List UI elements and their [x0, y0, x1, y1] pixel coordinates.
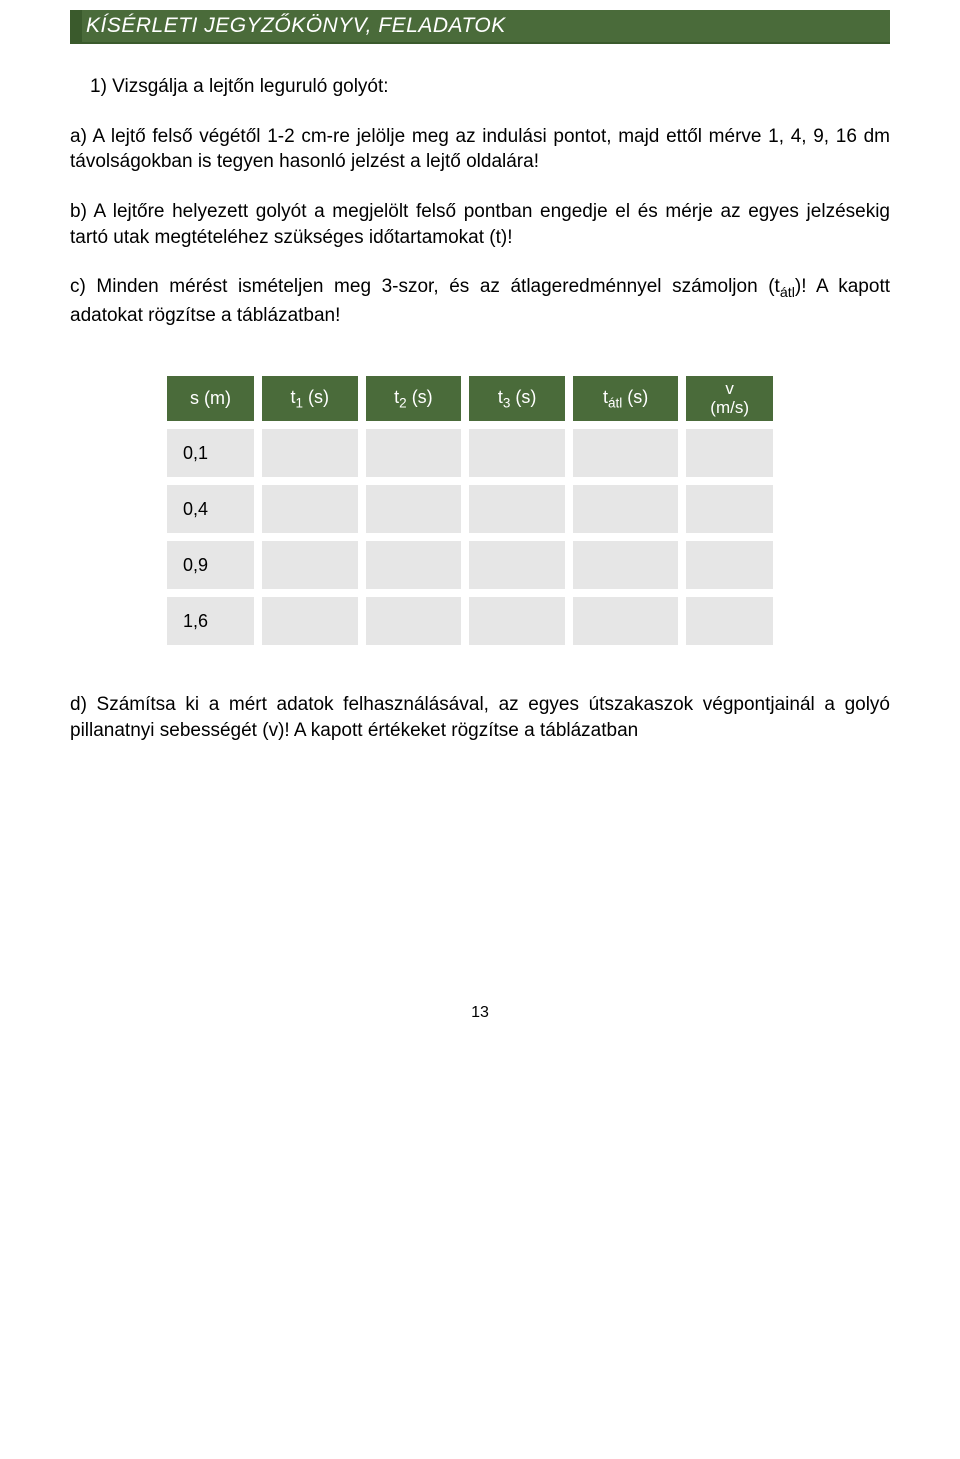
- cell-v: [685, 484, 774, 534]
- cell-t1: [261, 428, 359, 478]
- table-row: 0,9: [166, 540, 774, 590]
- table-row: 0,1: [166, 428, 774, 478]
- cell-v: [685, 540, 774, 590]
- table-row: 0,4: [166, 484, 774, 534]
- page-number: 13: [70, 1004, 890, 1022]
- cell-t1: [261, 540, 359, 590]
- cell-v: [685, 428, 774, 478]
- task-c-sub: átl: [780, 285, 795, 301]
- data-table: s (m) t1 (s) t2 (s) t3 (s) tátl (s) v(m/…: [160, 369, 780, 652]
- table-body: 0,1 0,4 0,9: [166, 428, 774, 646]
- th-s: s (m): [166, 375, 255, 422]
- section-header-text: KÍSÉRLETI JEGYZŐKÖNYV, FELADATOK: [86, 14, 506, 37]
- th-tatl: tátl (s): [572, 375, 679, 422]
- cell-tatl: [572, 484, 679, 534]
- cell-tatl: [572, 540, 679, 590]
- cell-t2: [365, 596, 463, 646]
- th-t3: t3 (s): [468, 375, 566, 422]
- cell-t3: [468, 428, 566, 478]
- cell-s: 0,1: [166, 428, 255, 478]
- cell-t2: [365, 428, 463, 478]
- cell-t3: [468, 484, 566, 534]
- table-header-row: s (m) t1 (s) t2 (s) t3 (s) tátl (s) v(m/…: [166, 375, 774, 422]
- cell-t1: [261, 596, 359, 646]
- cell-s: 0,9: [166, 540, 255, 590]
- th-t1: t1 (s): [261, 375, 359, 422]
- cell-v: [685, 596, 774, 646]
- th-v: v(m/s): [685, 375, 774, 422]
- cell-tatl: [572, 428, 679, 478]
- task-c-part1: c) Minden mérést ismételjen meg 3-szor, …: [70, 276, 780, 297]
- data-table-wrap: s (m) t1 (s) t2 (s) t3 (s) tátl (s) v(m/…: [160, 369, 890, 652]
- cell-tatl: [572, 596, 679, 646]
- table-row: 1,6: [166, 596, 774, 646]
- cell-s: 0,4: [166, 484, 255, 534]
- task-a: a) A lejtő felső végétől 1-2 cm-re jelöl…: [70, 124, 890, 175]
- cell-t2: [365, 484, 463, 534]
- task-d: d) Számítsa ki a mért adatok felhasználá…: [70, 692, 890, 743]
- task-number-line: 1) Vizsgálja a lejtőn leguruló golyót:: [70, 74, 890, 100]
- cell-t2: [365, 540, 463, 590]
- cell-t3: [468, 596, 566, 646]
- cell-t3: [468, 540, 566, 590]
- cell-s: 1,6: [166, 596, 255, 646]
- task-c: c) Minden mérést ismételjen meg 3-szor, …: [70, 274, 890, 329]
- th-t2: t2 (s): [365, 375, 463, 422]
- section-header: KÍSÉRLETI JEGYZŐKÖNYV, FELADATOK: [70, 10, 890, 44]
- task-b: b) A lejtőre helyezett golyót a megjelöl…: [70, 199, 890, 250]
- cell-t1: [261, 484, 359, 534]
